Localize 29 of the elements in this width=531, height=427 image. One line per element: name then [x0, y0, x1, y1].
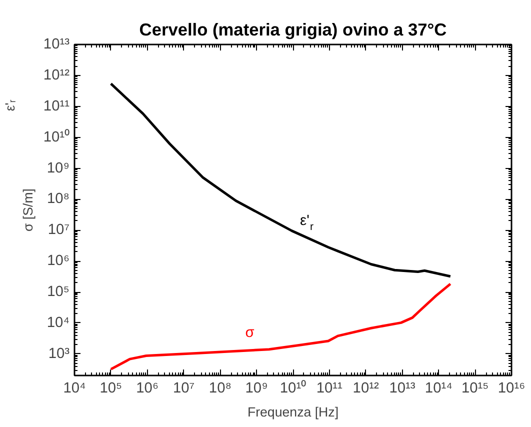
text: ε'ᵣ	[2, 99, 18, 112]
x-tick-label: 10¹⁶	[498, 380, 526, 396]
x-tick-label: 10¹⁰	[280, 380, 306, 396]
x-tick-label: 10¹⁴	[424, 380, 452, 396]
y-tick-label: 10¹¹	[43, 98, 70, 114]
x-tick-label: 10¹¹	[316, 380, 343, 396]
chart-title: Cervello (materia grigia) ovino a 37°C	[139, 20, 448, 40]
x-tick-label: 10⁴	[63, 380, 86, 396]
series-label: σ	[245, 325, 254, 342]
x-axis-title: Frequenza [Hz]	[247, 404, 339, 420]
x-tick-label: 10⁷	[172, 380, 195, 396]
x-tick-label: 10⁹	[245, 380, 268, 396]
x-tick-label: 10⁵	[100, 380, 122, 396]
y-tick-label: 10⁸	[47, 191, 70, 208]
y-axis-title: σ [S/m]	[20, 188, 36, 232]
x-tick-label: 10⁶	[136, 380, 159, 396]
x-tick-label: 10¹³	[389, 380, 416, 396]
y-tick-label: 10¹⁰	[43, 128, 70, 146]
y-tick-label: 10¹²	[43, 67, 70, 84]
y-tick-label: 10⁶	[47, 253, 70, 270]
y-tick-label: 10⁴	[46, 314, 70, 331]
y-tick-label: 10¹³	[43, 36, 70, 52]
y-tick-label: 10⁷	[48, 222, 70, 238]
x-tick-label: 10⁸	[208, 380, 232, 396]
x-tick-label: 10¹²	[352, 380, 379, 396]
y-tick-label: 10⁹	[46, 160, 70, 176]
y-tick-label: 10³	[48, 346, 70, 362]
x-tick-label: 10¹⁵	[461, 380, 489, 396]
y-tick-label: 10⁵	[47, 284, 70, 300]
